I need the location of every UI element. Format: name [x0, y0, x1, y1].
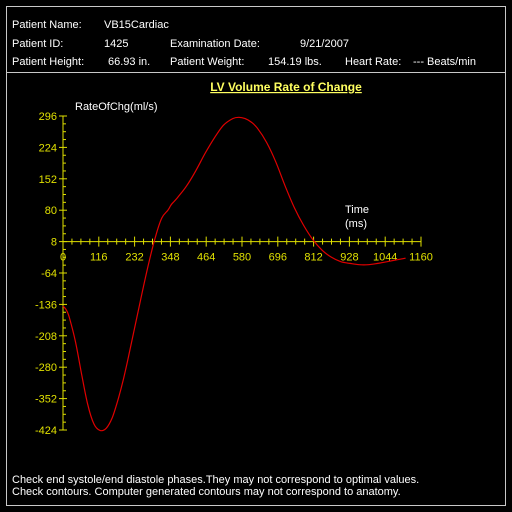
patient-id-value: 1425: [104, 38, 129, 50]
x-tick-label: 348: [161, 252, 179, 264]
chart-axes: 296 224 152 80 8 -64 -136 -208 -280 -352 -424 0 116 2…: [35, 111, 433, 437]
x-tick-label: 580: [233, 252, 251, 264]
y-tick-label: -352: [35, 394, 57, 406]
y-tick-label: -136: [35, 299, 57, 311]
y-tick-label: 296: [39, 111, 57, 123]
footer-warning-phases: Check end systole/end diastole phases.Th…: [12, 474, 420, 486]
report-frame: [6, 6, 506, 506]
x-tick-label: 232: [125, 252, 143, 264]
heart-rate-value: --- Beats/min: [413, 56, 476, 68]
chart-series: [62, 116, 406, 432]
exam-date-value: 9/21/2007: [300, 38, 349, 50]
footer-warning-contours: Check contours. Computer generated conto…: [12, 486, 401, 498]
y-tick-label: -424: [35, 425, 57, 437]
heart-rate-label: Heart Rate:: [345, 56, 402, 68]
patient-name-label: Patient Name:: [12, 19, 82, 31]
x-axis-label-unit: (ms): [345, 218, 367, 230]
patient-name-value: VB15Cardiac: [104, 19, 169, 31]
x-tick-label: 1160: [409, 252, 433, 264]
exam-date-label: Examination Date:: [170, 38, 260, 50]
patient-weight-value: 154.19 lbs.: [268, 56, 322, 68]
x-tick-label: 464: [197, 252, 215, 264]
y-tick-label: -64: [41, 268, 57, 280]
y-tick-label: 8: [51, 237, 57, 249]
y-tick-label: 80: [45, 205, 57, 217]
patient-height-value: 66.93 in.: [108, 56, 151, 68]
x-tick-label: 812: [304, 252, 322, 264]
x-tick-label: 696: [269, 252, 287, 264]
header-divider: [6, 72, 506, 73]
patient-weight-label: Patient Weight:: [170, 56, 245, 68]
y-tick-label: 224: [39, 142, 57, 154]
series-line: [62, 116, 406, 432]
y-axis-label: RateOfChg(ml/s): [75, 101, 158, 113]
x-tick-label: 928: [340, 252, 358, 264]
x-axis-label-time: Time: [345, 204, 369, 216]
x-tick-label: 0: [60, 252, 66, 264]
x-tick-label: 116: [90, 252, 108, 264]
y-tick-label: -280: [35, 362, 57, 374]
patient-id-label: Patient ID:: [12, 38, 64, 50]
y-tick-label: 152: [39, 174, 57, 186]
y-tick-label: -208: [35, 331, 57, 343]
patient-height-label: Patient Height:: [12, 56, 85, 68]
chart-title: LV Volume Rate of Change: [210, 80, 362, 94]
